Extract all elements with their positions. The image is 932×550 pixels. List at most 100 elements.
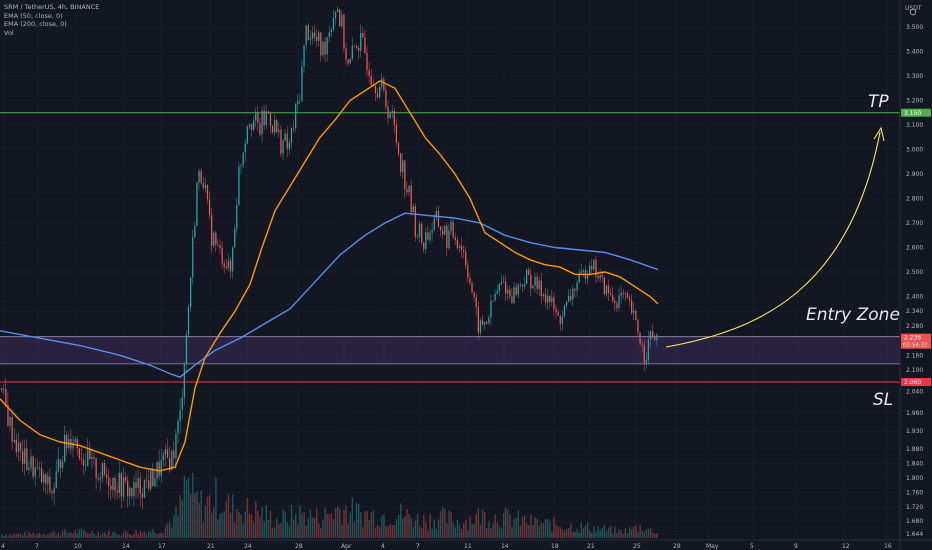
candle-body bbox=[19, 442, 22, 452]
volume-bar bbox=[173, 514, 175, 538]
candle-body bbox=[45, 474, 47, 485]
candle-body bbox=[337, 9, 339, 13]
candle-body bbox=[452, 221, 454, 238]
volume-bar bbox=[118, 534, 120, 538]
volume-bar bbox=[215, 477, 217, 538]
settings-icon[interactable] bbox=[909, 8, 917, 16]
candle-body bbox=[387, 106, 389, 119]
candle-body bbox=[442, 230, 444, 235]
volume-bar bbox=[110, 535, 112, 538]
candle-body bbox=[7, 404, 9, 426]
candle-body bbox=[85, 465, 87, 467]
candle-body bbox=[284, 133, 286, 141]
candle-body bbox=[141, 493, 143, 498]
candle-body bbox=[150, 469, 152, 489]
volume-bar bbox=[458, 524, 461, 538]
time-tick-label: 9 bbox=[794, 543, 798, 550]
volume-bar bbox=[269, 510, 272, 538]
volume-bar bbox=[599, 529, 601, 538]
volume-bar bbox=[563, 530, 566, 538]
price-axis[interactable]: 3.500 3.400 3.300 3.200 3.100 3.000 2.900 2.800… bbox=[899, 0, 923, 550]
candle-body bbox=[498, 284, 500, 292]
candle-body bbox=[456, 240, 458, 248]
candle-body bbox=[393, 110, 395, 125]
volume-bar bbox=[152, 528, 154, 538]
volume-bar bbox=[544, 519, 547, 538]
candle-body bbox=[402, 160, 404, 173]
volume-bar bbox=[460, 529, 463, 538]
volume-bar bbox=[43, 533, 45, 538]
time-tick-label: 7 bbox=[35, 543, 39, 550]
candle-body bbox=[597, 276, 599, 279]
ema200-line bbox=[0, 212, 659, 378]
candle-body bbox=[345, 48, 347, 60]
candle-body bbox=[595, 259, 597, 277]
candle-body bbox=[591, 266, 593, 270]
candle-body bbox=[534, 276, 536, 286]
volume-bar bbox=[387, 525, 389, 538]
time-axis[interactable]: 4 7 10 14 17 21 24 28 Apr 4 7 11 14 18 21 25 28 May 5 9 12 16 bbox=[0, 539, 932, 550]
volume-bar bbox=[551, 531, 553, 538]
volume-bar bbox=[427, 529, 429, 538]
ema200-legend[interactable]: EMA (200, close, 0) bbox=[4, 20, 67, 28]
candle-body bbox=[143, 479, 146, 498]
candle-body bbox=[586, 274, 589, 279]
price-tick-label: 2.340 bbox=[906, 308, 923, 315]
volume-bar bbox=[370, 512, 372, 538]
volume-bar bbox=[502, 512, 505, 538]
volume-bar bbox=[19, 533, 22, 538]
volume-bar bbox=[114, 532, 116, 538]
candle-body bbox=[187, 306, 190, 335]
volume-bar bbox=[150, 532, 152, 538]
candle-body bbox=[641, 343, 643, 345]
candle-body bbox=[448, 230, 450, 249]
volume-bar bbox=[343, 510, 345, 538]
volume-bar bbox=[647, 528, 650, 538]
candle-body bbox=[628, 297, 631, 301]
volume-bar bbox=[234, 522, 236, 538]
volume-bar bbox=[519, 525, 522, 538]
ema50-legend[interactable]: EMA (50, close, 0) bbox=[4, 11, 63, 20]
price-tick-label: 2.280 bbox=[906, 323, 923, 330]
candle-body bbox=[511, 296, 513, 304]
volume-bar bbox=[435, 528, 438, 538]
volume-bar bbox=[471, 524, 473, 538]
candle-body bbox=[127, 480, 129, 497]
candle-body bbox=[364, 37, 366, 53]
volume-bar bbox=[30, 533, 32, 538]
volume-bar bbox=[454, 527, 456, 538]
volume-bar bbox=[643, 532, 645, 538]
volume-legend[interactable]: Vol bbox=[4, 28, 14, 37]
candle-body bbox=[110, 485, 112, 490]
volume-bar bbox=[391, 524, 393, 538]
candle-body bbox=[400, 153, 402, 173]
volume-bar bbox=[614, 526, 616, 538]
volume-bar bbox=[164, 526, 167, 538]
candle-body bbox=[114, 478, 116, 491]
candle-body bbox=[576, 282, 578, 291]
candle-body bbox=[152, 469, 154, 487]
volume-bar bbox=[423, 514, 425, 538]
candle-body bbox=[469, 277, 471, 284]
candle-body bbox=[439, 226, 442, 231]
candle-body bbox=[82, 459, 85, 466]
volume-bar bbox=[213, 507, 215, 538]
price-tick-label: 1.980 bbox=[906, 410, 923, 417]
svg-text:2.060: 2.060 bbox=[904, 379, 921, 386]
time-tick-label: Apr bbox=[341, 543, 352, 550]
candle-body bbox=[236, 205, 238, 229]
volume-bar bbox=[82, 529, 85, 538]
sl-price-tag: 2.060 bbox=[901, 378, 931, 386]
candle-body bbox=[108, 477, 110, 486]
volume-bar bbox=[274, 527, 276, 538]
volume-bar bbox=[494, 514, 496, 538]
volume-bar bbox=[446, 523, 448, 538]
candle-body bbox=[351, 45, 353, 59]
volume-bar bbox=[267, 519, 270, 538]
candle-body bbox=[240, 165, 242, 167]
candle-body bbox=[57, 459, 59, 471]
volume-bar bbox=[36, 533, 39, 538]
candle-body bbox=[190, 277, 192, 307]
symbol-title[interactable]: SRM / TetherUS, 4h, BINANCE bbox=[4, 3, 100, 11]
